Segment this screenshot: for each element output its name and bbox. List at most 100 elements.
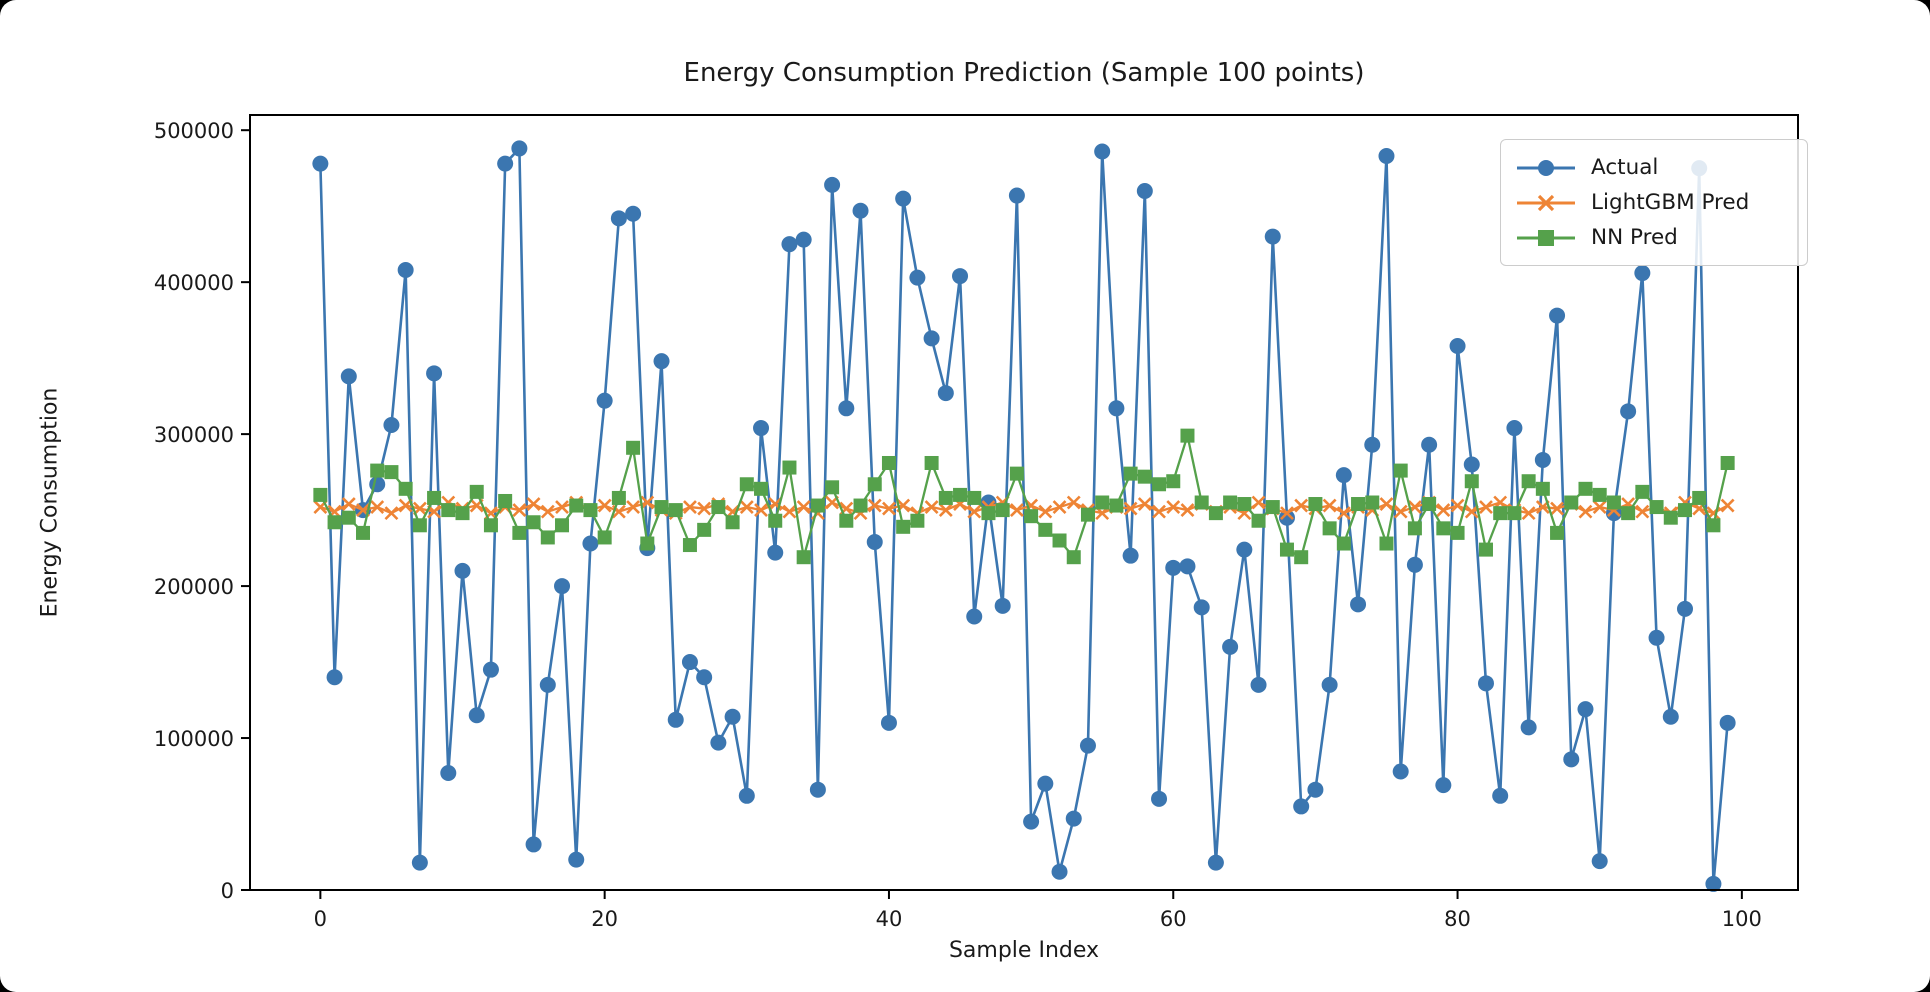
y-tick-label: 400000 [154,271,234,295]
nn-data-point [1436,521,1451,536]
nn-data-point [1507,506,1522,521]
lightgbm-data-point [640,495,655,510]
nn-data-point [341,510,356,525]
actual-data-point [738,787,755,804]
lightgbm-data-point [1336,506,1351,521]
lightgbm-pred-series-line [320,501,1729,515]
actual-data-point [426,365,443,382]
lightgbm-data-point [867,498,882,513]
actual-data-point [1179,558,1196,575]
actual-data-point [1591,853,1608,870]
actual-data-point [1421,436,1438,453]
lightgbm-data-point [1294,498,1309,513]
actual-data-point [1250,676,1267,693]
actual-data-point [1051,863,1068,880]
actual-data-point [880,714,897,731]
nn-data-point [754,481,769,496]
actual-data-point [994,597,1011,614]
nn-pred-series-line [319,434,1729,559]
nn-data-point [626,440,641,455]
nn-data-point [1208,506,1223,521]
nn-data-point [1251,513,1266,528]
actual-data-point [1165,559,1182,576]
nn-data-point [1635,484,1650,499]
actual-data-point [1620,403,1637,420]
actual-data-point [1406,556,1423,573]
actual-data-point [554,578,571,595]
nn-data-point [1720,455,1735,470]
lightgbm-data-point [1550,501,1564,516]
actual-data-point [383,417,400,433]
actual-data-point [596,392,613,409]
nn-data-point [1322,521,1337,536]
nn-data-point [1009,466,1024,481]
x-tick-label: 20 [591,907,618,931]
lightgbm-data-point [1166,500,1181,514]
actual-data-point [1378,148,1395,165]
actual-data-point [468,707,485,724]
actual-data-point [1435,777,1452,794]
nn-data-point [1180,428,1195,443]
actual-data-point [809,781,826,798]
actual-data-point [966,608,983,625]
lightgbm-data-point [1464,504,1479,519]
chart-title: Energy Consumption Prediction (Sample 10… [683,58,1365,88]
nn-data-point [1450,525,1465,540]
nn-data-point [1621,506,1636,521]
actual-data-point [326,669,343,686]
nn-data-point [1052,533,1067,548]
actual-data-point [937,385,954,402]
actual-data-point [838,400,855,417]
x-axis-label: Sample Index [948,938,1100,963]
nn-data-point [810,498,825,513]
actual-data-point [482,661,499,678]
actual-data-point [1222,638,1239,655]
nn-data-point [1706,518,1721,533]
nn-data-point [1024,509,1039,524]
legend: Actual LightGBM Pred NN Pred [1500,139,1808,266]
actual-data-point [1705,875,1722,892]
nn-data-point [1422,497,1437,512]
legend-row-nn: NN Pred [1515,220,1793,255]
nn-data-point [1407,521,1422,536]
actual-data-point [369,476,386,493]
lightgbm-data-point [796,500,811,514]
nn-data-point [1550,525,1565,540]
lightgbm-data-point [1450,498,1465,513]
nn-data-point [540,530,555,545]
nn-data-point [1294,550,1309,565]
nn-data-point [1095,495,1110,510]
nn-data-point [597,530,612,545]
nn-data-point [469,484,484,499]
nn-data-point [1677,503,1692,518]
actual-data-point [1307,781,1324,798]
nn-data-point [1478,542,1493,557]
nn-data-point [1223,495,1238,510]
actual-data-point [653,353,670,370]
legend-row-lightgbm: LightGBM Pred [1515,185,1793,220]
actual-data-point [824,176,841,193]
nn-data-point [796,550,811,565]
actual-data-point [767,544,784,561]
actual-data-point [696,669,713,686]
nn-data-point [441,503,456,518]
nn-data-point [1564,495,1579,510]
actual-data-point [1122,547,1139,564]
actual-data-point [1477,675,1494,692]
actual-series-legend-icon [1517,159,1575,176]
nn-data-point [569,498,584,513]
plot-frame [249,114,1799,891]
actual-data-point [539,676,556,693]
nn-data-point [1692,490,1707,505]
y-tick-label: 0 [221,879,234,903]
nn-data-point [654,500,669,515]
lightgbm-data-point [1322,498,1337,513]
actual-data-point [1392,763,1409,780]
nn-data-point [313,487,328,502]
nn-data-point [910,513,925,528]
lightgbm-data-point [938,503,953,518]
nn-data-point [1279,542,1294,557]
lightgbm-data-point [782,504,797,519]
actual-data-point [440,764,457,781]
lightgbm-data-point [526,497,541,511]
